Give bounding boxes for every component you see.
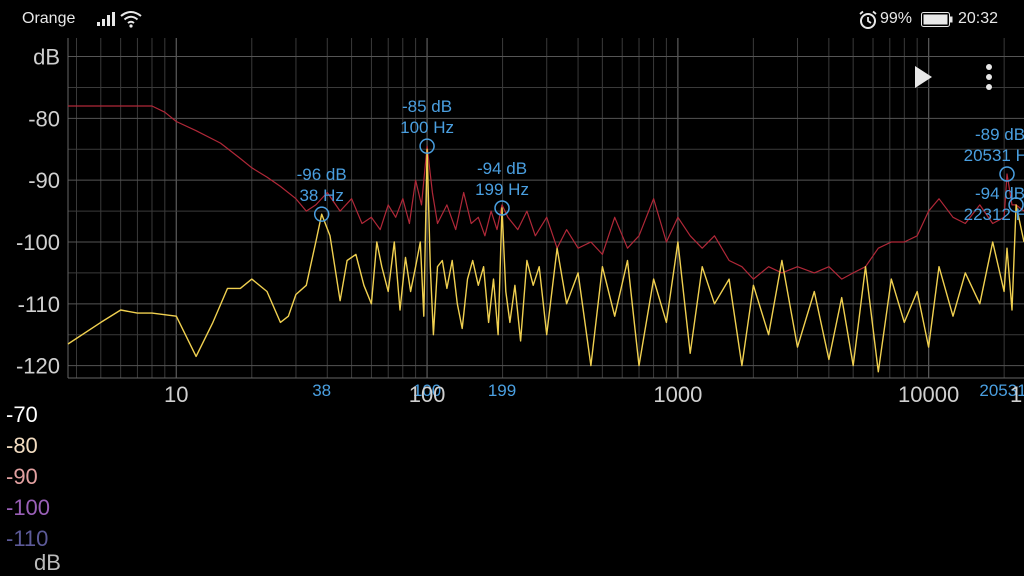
x-tick-label-partial: 1 [1010, 382, 1022, 407]
x-tick-label: 10 [164, 382, 188, 407]
color-scale-label: -80 [6, 433, 38, 458]
grid [67, 38, 1024, 379]
series-layer [67, 105, 1024, 373]
y-tick-label: -80 [28, 106, 60, 131]
peak-x-label: 100 [413, 381, 441, 400]
peak-x-label: 38 [312, 381, 331, 400]
clock: 20:32 [958, 10, 999, 27]
battery-icon [921, 12, 953, 27]
wifi-icon [120, 11, 142, 28]
peak-markers: -96 dB 38 Hz 38 -85 dB 100 Hz 100 -94 dB 199 Hz… [297, 97, 1024, 400]
peak-db-label: -94 dB [477, 159, 527, 178]
signal-icon [97, 12, 115, 26]
peak-hz-label: 38 Hz [299, 186, 343, 205]
peak-marker-circle[interactable] [313, 206, 330, 222]
y-tick-label: -100 [16, 230, 60, 255]
peak-marker-circle[interactable] [999, 166, 1015, 182]
more-options-button[interactable] [974, 60, 1004, 94]
color-scale-label: -70 [6, 402, 38, 427]
y-tick-label: dB [33, 45, 60, 70]
play-button[interactable] [904, 62, 940, 92]
color-scale-unit: dB [34, 550, 61, 575]
peak-hz-label: 199 Hz [475, 180, 529, 199]
color-scale-label: -90 [6, 464, 38, 489]
peak-marker-circle[interactable] [1008, 197, 1024, 213]
peak-marker-circle[interactable] [419, 138, 435, 154]
peak-x-label: 199 [488, 381, 516, 400]
peak-hz-label: 20531 Hz [964, 146, 1024, 165]
peak-db-label: -94 dB [975, 184, 1024, 203]
y-tick-label: -120 [16, 354, 60, 379]
axes: dB -80 -90 -100 -110 -120 10 100 1000 10000 1 [16, 45, 1022, 407]
peak-db-label: -89 dB [975, 125, 1024, 144]
peak-marker-circle[interactable] [494, 200, 510, 216]
play-icon [915, 66, 932, 88]
status-bar: Orange 99% 20:32 [0, 0, 1024, 40]
peak-db-label: -85 dB [402, 97, 452, 116]
peak-hz-label: 100 Hz [400, 118, 454, 137]
peak-db-label: -96 dB [297, 165, 347, 184]
color-scale-label: -100 [6, 495, 51, 520]
peak-hz-label: 22312 Hz [964, 205, 1024, 224]
alarm-icon [859, 10, 877, 29]
y-tick-label: -110 [18, 292, 60, 317]
battery-percent: 99% [880, 10, 913, 27]
carrier-name: Orange [22, 10, 76, 27]
x-tick-label: 1000 [653, 382, 702, 407]
x-tick-label: 10000 [898, 382, 959, 407]
current-spectrum-line [67, 148, 1024, 373]
color-scale-label: -110 [6, 526, 49, 551]
y-tick-label: -90 [28, 168, 60, 193]
peak-x-label: 20531 [979, 381, 1024, 400]
x-tick-label: 100 [409, 382, 446, 407]
peak-hold-line [68, 105, 1024, 280]
more-vert-icon [986, 64, 992, 90]
